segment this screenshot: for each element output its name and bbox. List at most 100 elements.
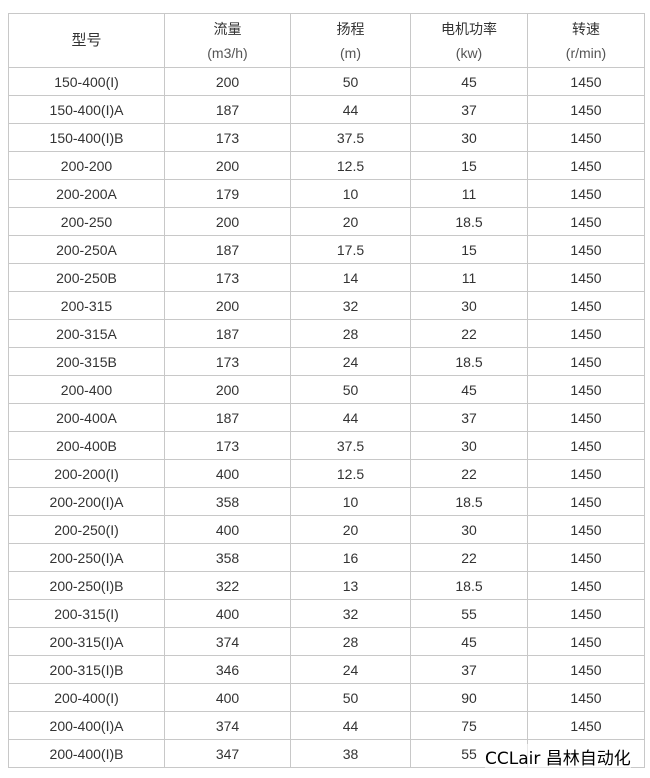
- table-cell: 22: [410, 543, 528, 572]
- table-cell: 347: [164, 739, 291, 768]
- table-cell: 30: [410, 515, 528, 544]
- column-header: 转速 (r/min): [527, 13, 645, 68]
- column-header-unit: (m): [340, 44, 361, 61]
- table-cell: 45: [410, 627, 528, 656]
- table-cell: 18.5: [410, 207, 528, 236]
- table-cell: 173: [164, 347, 291, 376]
- header-row: 型号 流量 (m3/h) 扬程 (m) 电机功率 (kw) 转速 (r/min): [8, 13, 645, 68]
- table-cell: 1450: [527, 319, 645, 348]
- table-cell: 10: [290, 179, 411, 208]
- table-row: 150-400(I) 200 50 45 1450: [8, 67, 645, 96]
- table-cell: 346: [164, 655, 291, 684]
- table-cell: 10: [290, 487, 411, 516]
- table-cell: 1450: [527, 543, 645, 572]
- table-cell: 24: [290, 347, 411, 376]
- table-row: 200-315 200 32 30 1450: [8, 291, 645, 320]
- table-cell: 32: [290, 291, 411, 320]
- table-cell: 11: [410, 179, 528, 208]
- table-cell: 374: [164, 711, 291, 740]
- table-cell: 173: [164, 263, 291, 292]
- table-cell: 200-315(I)A: [8, 627, 165, 656]
- table-cell: 50: [290, 375, 411, 404]
- table-cell: 187: [164, 235, 291, 264]
- table-row: 200-200A 179 10 11 1450: [8, 179, 645, 208]
- table-cell: 14: [290, 263, 411, 292]
- table-cell: 200-200: [8, 151, 165, 180]
- table-cell: 173: [164, 431, 291, 460]
- column-header-name: 电机功率: [441, 20, 497, 37]
- table-cell: 1450: [527, 375, 645, 404]
- table-cell: 400: [164, 683, 291, 712]
- table-cell: 1450: [527, 571, 645, 600]
- table-cell: 90: [410, 683, 528, 712]
- table-cell: 200-250B: [8, 263, 165, 292]
- table-cell: 1450: [527, 67, 645, 96]
- table-row: 200-400A 187 44 37 1450: [8, 403, 645, 432]
- table-cell: 200-400A: [8, 403, 165, 432]
- column-header-name: 转速: [572, 20, 600, 37]
- table-cell: 200-200(I): [8, 459, 165, 488]
- table-cell: 179: [164, 179, 291, 208]
- table-cell: 200-200A: [8, 179, 165, 208]
- table-row: 200-400(I) 400 50 90 1450: [8, 683, 645, 712]
- table-cell: 200-200(I)A: [8, 487, 165, 516]
- column-header: 电机功率 (kw): [410, 13, 528, 68]
- table-cell: 1450: [527, 235, 645, 264]
- table-row: 200-250B 173 14 11 1450: [8, 263, 645, 292]
- table-row: 200-315(I) 400 32 55 1450: [8, 599, 645, 628]
- table-cell: 18.5: [410, 571, 528, 600]
- table-cell: 187: [164, 319, 291, 348]
- table-cell: 37: [410, 403, 528, 432]
- table-row: 150-400(I)A 187 44 37 1450: [8, 95, 645, 124]
- column-header: 扬程 (m): [290, 13, 411, 68]
- table-cell: 20: [290, 207, 411, 236]
- table-cell: 1450: [527, 627, 645, 656]
- table-cell: 322: [164, 571, 291, 600]
- table-cell: 200-400(I)B: [8, 739, 165, 768]
- table-row: 200-200(I) 400 12.5 22 1450: [8, 459, 645, 488]
- table-cell: 32: [290, 599, 411, 628]
- table-cell: 1450: [527, 291, 645, 320]
- table-cell: 187: [164, 95, 291, 124]
- table-cell: 37: [410, 95, 528, 124]
- table-row: 200-200 200 12.5 15 1450: [8, 151, 645, 180]
- table-cell: 400: [164, 459, 291, 488]
- table-cell: 200: [164, 67, 291, 96]
- table-cell: 1450: [527, 431, 645, 460]
- table-cell: 200-315(I)B: [8, 655, 165, 684]
- table-cell: 30: [410, 431, 528, 460]
- table-row: 200-315A 187 28 22 1450: [8, 319, 645, 348]
- table-row: 200-250 200 20 18.5 1450: [8, 207, 645, 236]
- table-cell: 1450: [527, 123, 645, 152]
- table-cell: 150-400(I)B: [8, 123, 165, 152]
- table-row: 200-250(I)B 322 13 18.5 1450: [8, 571, 645, 600]
- table-cell: 400: [164, 515, 291, 544]
- table-cell: 30: [410, 291, 528, 320]
- table-cell: 16: [290, 543, 411, 572]
- table-cell: 15: [410, 235, 528, 264]
- column-header: 型号: [8, 13, 165, 68]
- table-cell: 200-315: [8, 291, 165, 320]
- table-cell: 187: [164, 403, 291, 432]
- table-cell: 1450: [527, 655, 645, 684]
- table-cell: 200-250(I)B: [8, 571, 165, 600]
- table-row: 200-250(I) 400 20 30 1450: [8, 515, 645, 544]
- table-cell: 44: [290, 95, 411, 124]
- table-cell: 400: [164, 599, 291, 628]
- column-header: 流量 (m3/h): [164, 13, 291, 68]
- table-cell: 358: [164, 543, 291, 572]
- table-row: 200-200(I)A 358 10 18.5 1450: [8, 487, 645, 516]
- table-cell: 1450: [527, 599, 645, 628]
- table-cell: 12.5: [290, 151, 411, 180]
- table-row: 200-315(I)B 346 24 37 1450: [8, 655, 645, 684]
- table-cell: 28: [290, 627, 411, 656]
- table-cell: 200-250A: [8, 235, 165, 264]
- table-row: 200-315B 173 24 18.5 1450: [8, 347, 645, 376]
- table-cell: 200-400(I)A: [8, 711, 165, 740]
- table-cell: 55: [410, 599, 528, 628]
- table-cell: 200-315(I): [8, 599, 165, 628]
- table-cell: 200-400(I): [8, 683, 165, 712]
- table-cell: 1450: [527, 459, 645, 488]
- column-header-name: 扬程: [336, 20, 365, 37]
- table-row: 200-250A 187 17.5 15 1450: [8, 235, 645, 264]
